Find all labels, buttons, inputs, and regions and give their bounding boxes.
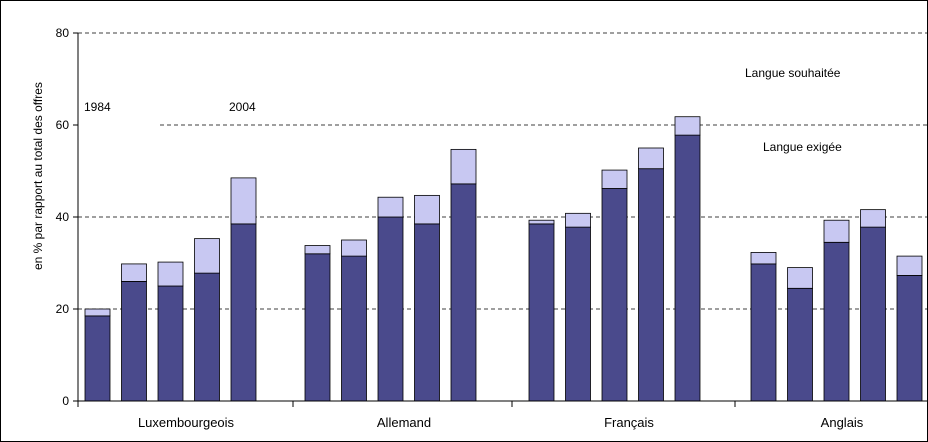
bar-luxembourgeois-3-souhaitee [157, 261, 184, 287]
bar-français-2-exigee [565, 226, 591, 402]
bar-anglais-1-exigee [750, 263, 777, 402]
y-tick-label-0: 0 [62, 394, 69, 408]
bar-anglais-4-exigee [860, 226, 886, 402]
bar-allemand-5-souhaitee [450, 148, 477, 185]
bar-luxembourgeois-5-souhaitee [230, 177, 257, 225]
bar-anglais-2-exigee [787, 287, 813, 402]
bar-luxembourgeois-2-exigee [121, 280, 147, 402]
bar-allemand-2-souhaitee [341, 239, 367, 257]
bar-luxembourgeois-1-exigee [84, 315, 111, 402]
bar-anglais-2-souhaitee [787, 267, 813, 289]
category-label-anglais: Anglais [821, 415, 864, 430]
bar-allemand-1-exigee [304, 253, 331, 402]
bar-anglais-1-souhaitee [750, 252, 777, 265]
bar-français-5-souhaitee [674, 116, 701, 136]
category-label-allemand: Allemand [377, 415, 431, 430]
bar-luxembourgeois-5-exigee [230, 223, 257, 402]
bar-anglais-4-souhaitee [860, 209, 886, 228]
bar-anglais-3-souhaitee [823, 219, 850, 243]
bar-allemand-1-souhaitee [304, 245, 331, 255]
legend-exigee-label: Langue exigée [763, 140, 842, 154]
bar-allemand-3-souhaitee [377, 196, 404, 218]
category-label-luxembourgeois: Luxembourgeois [138, 415, 235, 430]
bar-allemand-5-exigee [450, 183, 477, 402]
bar-anglais-5-exigee [896, 275, 923, 402]
bar-luxembourgeois-1-souhaitee [84, 308, 111, 317]
y-tick-label-20: 20 [56, 302, 70, 316]
bar-français-1-exigee [528, 223, 555, 402]
bar-français-4-souhaitee [638, 147, 664, 170]
bar-français-5-exigee [674, 134, 701, 402]
y-tick-label-40: 40 [56, 210, 70, 224]
y-axis-label: en % par rapport au total des offres [31, 82, 45, 270]
bar-français-4-exigee [638, 168, 664, 402]
annotation-end-year: 2004 [229, 100, 256, 114]
annotation-start-year: 1984 [84, 100, 111, 114]
bar-luxembourgeois-4-souhaitee [194, 238, 220, 274]
bar-allemand-4-exigee [414, 223, 440, 402]
bars-layer [84, 116, 923, 402]
bar-français-1-souhaitee [528, 219, 555, 225]
bar-luxembourgeois-4-exigee [194, 272, 220, 402]
bar-luxembourgeois-2-souhaitee [121, 263, 147, 282]
bar-anglais-5-souhaitee [896, 255, 923, 276]
bar-français-3-exigee [601, 188, 628, 402]
bar-allemand-2-exigee [341, 255, 367, 402]
y-tick-labels: 0 20 40 60 80 [56, 26, 70, 408]
legend-souhaitee-label: Langue souhaitée [745, 66, 841, 80]
bar-français-3-souhaitee [601, 169, 628, 189]
bar-allemand-3-exigee [377, 216, 404, 402]
bar-français-2-souhaitee [565, 212, 591, 228]
bar-luxembourgeois-3-exigee [157, 285, 184, 402]
category-labels: Luxembourgeois Allemand Français Anglais [138, 415, 864, 430]
y-tick-label-80: 80 [56, 26, 70, 40]
bar-allemand-4-souhaitee [414, 194, 440, 225]
bar-anglais-3-exigee [823, 241, 850, 402]
y-tick-label-60: 60 [56, 118, 70, 132]
category-label-français: Français [604, 415, 654, 430]
axes [73, 32, 927, 407]
